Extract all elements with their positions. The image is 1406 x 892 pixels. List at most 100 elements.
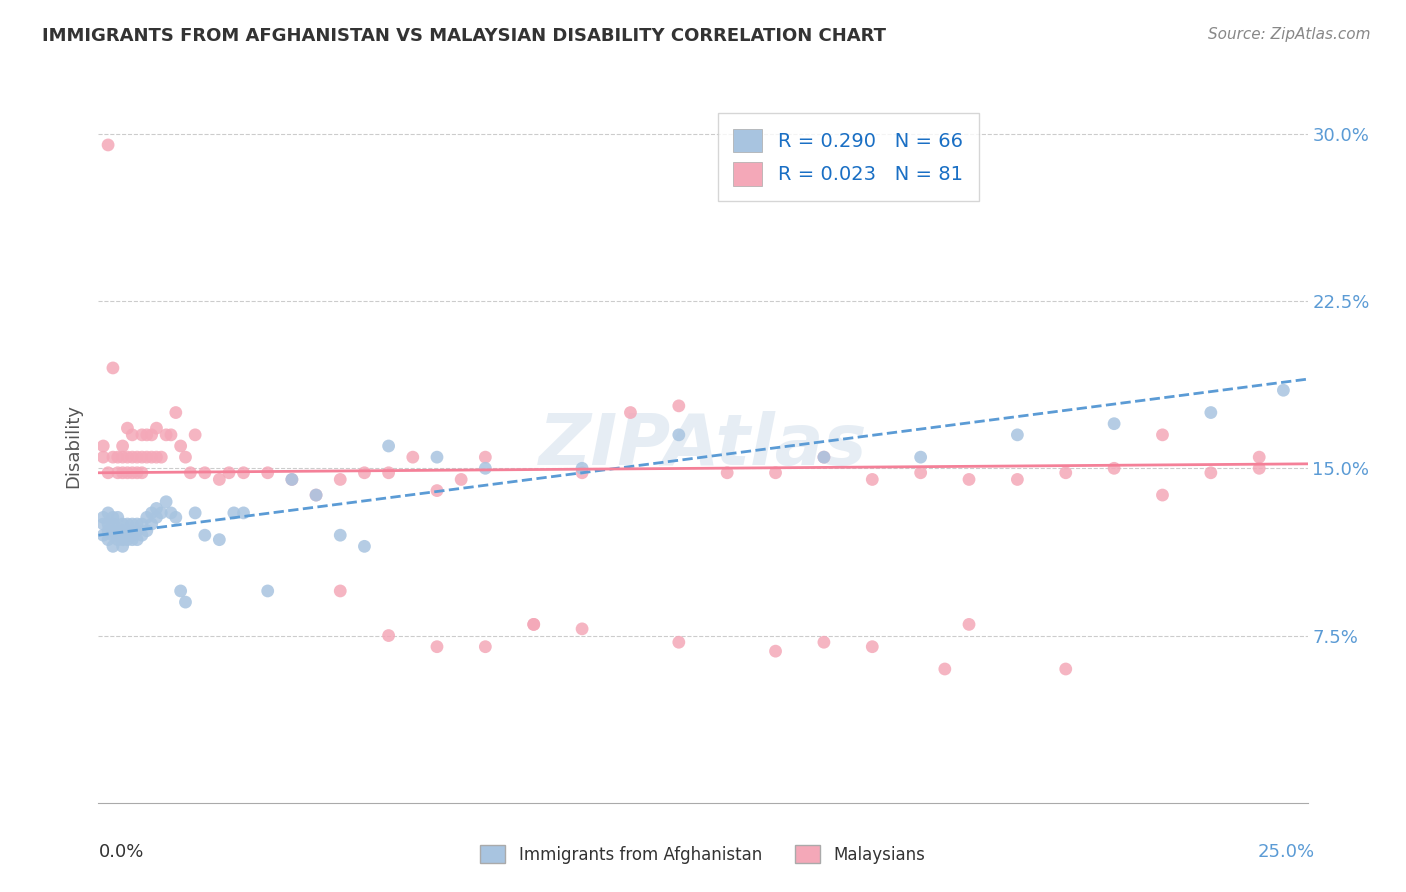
Point — [426, 450, 449, 464]
Point — [111, 439, 134, 453]
Point — [165, 405, 187, 419]
Point — [121, 533, 143, 547]
Point — [97, 506, 120, 520]
Point — [426, 483, 449, 498]
Point — [305, 488, 328, 502]
Point — [101, 524, 124, 538]
Point — [111, 516, 134, 531]
Point — [256, 466, 278, 480]
Point — [1249, 450, 1271, 464]
Point — [121, 450, 143, 464]
Point — [91, 528, 114, 542]
Point — [474, 461, 496, 475]
Point — [131, 427, 153, 442]
Point — [160, 427, 183, 442]
Point — [1152, 427, 1174, 442]
Text: ZIPAtlas: ZIPAtlas — [538, 411, 868, 481]
Point — [131, 528, 153, 542]
Point — [127, 450, 149, 464]
Point — [377, 466, 399, 480]
Point — [117, 524, 139, 538]
Point — [97, 137, 120, 152]
Point — [169, 583, 191, 598]
Point — [111, 450, 134, 464]
Point — [571, 466, 593, 480]
Text: 0.0%: 0.0% — [98, 843, 143, 861]
Point — [716, 466, 738, 480]
Point — [169, 439, 191, 453]
Point — [523, 617, 546, 632]
Point — [117, 466, 139, 480]
Point — [179, 466, 201, 480]
Point — [91, 516, 114, 531]
Point — [101, 450, 124, 464]
Point — [160, 506, 183, 520]
Point — [107, 466, 129, 480]
Legend: Immigrants from Afghanistan, Malaysians: Immigrants from Afghanistan, Malaysians — [474, 838, 932, 871]
Point — [208, 473, 231, 487]
Point — [111, 533, 134, 547]
Point — [117, 516, 139, 531]
Legend: R = 0.290   N = 66, R = 0.023   N = 81: R = 0.290 N = 66, R = 0.023 N = 81 — [717, 113, 979, 202]
Point — [813, 635, 835, 649]
Point — [329, 528, 352, 542]
Point — [1199, 405, 1222, 419]
Point — [121, 466, 143, 480]
Point — [184, 427, 207, 442]
Point — [281, 473, 304, 487]
Point — [426, 640, 449, 654]
Point — [1007, 473, 1029, 487]
Point — [910, 466, 932, 480]
Point — [619, 405, 641, 419]
Point — [117, 421, 139, 435]
Point — [121, 528, 143, 542]
Point — [97, 466, 120, 480]
Point — [150, 450, 173, 464]
Point — [474, 450, 496, 464]
Point — [155, 494, 177, 508]
Point — [141, 516, 163, 531]
Point — [101, 539, 124, 553]
Point — [97, 533, 120, 547]
Point — [127, 466, 149, 480]
Point — [107, 510, 129, 524]
Point — [97, 516, 120, 531]
Point — [107, 450, 129, 464]
Point — [1007, 427, 1029, 442]
Point — [145, 510, 167, 524]
Y-axis label: Disability: Disability — [65, 404, 83, 488]
Text: Source: ZipAtlas.com: Source: ZipAtlas.com — [1208, 27, 1371, 42]
Point — [135, 450, 157, 464]
Point — [329, 473, 352, 487]
Point — [107, 528, 129, 542]
Point — [117, 528, 139, 542]
Point — [571, 622, 593, 636]
Text: 25.0%: 25.0% — [1257, 843, 1315, 861]
Point — [353, 466, 375, 480]
Point — [101, 528, 124, 542]
Point — [474, 640, 496, 654]
Point — [121, 516, 143, 531]
Point — [1272, 384, 1295, 398]
Point — [127, 533, 149, 547]
Point — [145, 450, 167, 464]
Point — [111, 528, 134, 542]
Point — [353, 539, 375, 553]
Point — [107, 521, 129, 535]
Point — [305, 488, 328, 502]
Point — [1152, 488, 1174, 502]
Point — [813, 450, 835, 464]
Point — [131, 516, 153, 531]
Point — [1054, 662, 1077, 676]
Point — [111, 524, 134, 538]
Point — [111, 539, 134, 553]
Point — [117, 533, 139, 547]
Point — [377, 628, 399, 642]
Point — [1102, 461, 1125, 475]
Point — [934, 662, 956, 676]
Point — [957, 617, 980, 632]
Point — [184, 506, 207, 520]
Point — [101, 360, 124, 375]
Point — [174, 450, 197, 464]
Point — [194, 528, 217, 542]
